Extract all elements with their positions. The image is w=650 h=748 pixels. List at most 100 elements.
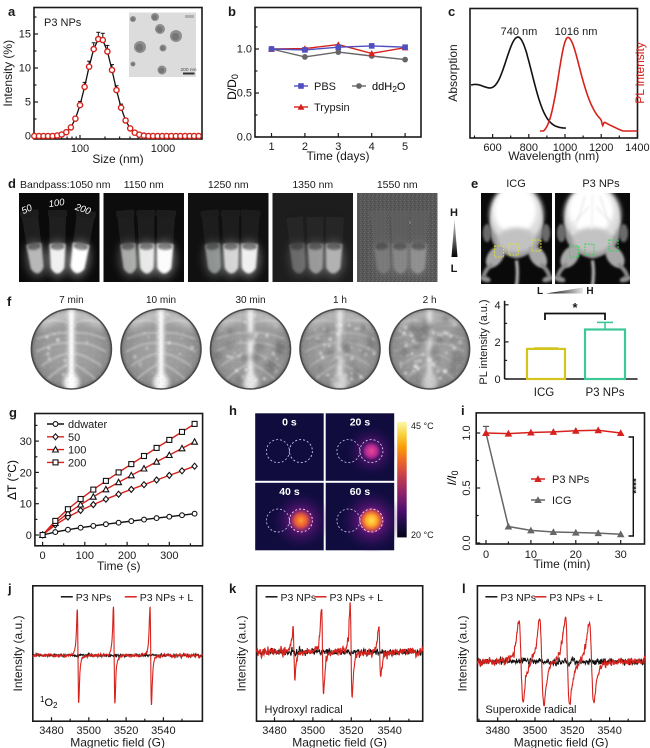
svg-text:300: 300 xyxy=(160,550,178,562)
svg-text:10: 10 xyxy=(525,549,537,561)
svg-text:P3 NPs + L: P3 NPs + L xyxy=(140,592,194,604)
svg-text:1 h: 1 h xyxy=(333,295,347,306)
svg-text:Magnetic field (G): Magnetic field (G) xyxy=(292,736,387,748)
svg-text:Intensity (a.u.): Intensity (a.u.) xyxy=(235,615,249,691)
svg-text:i: i xyxy=(461,403,465,418)
svg-text:100: 100 xyxy=(68,445,86,457)
svg-text:k: k xyxy=(229,581,237,596)
svg-text:ICG: ICG xyxy=(506,178,526,190)
svg-text:3540: 3540 xyxy=(151,725,175,737)
svg-text:PL intensity: PL intensity xyxy=(633,42,647,104)
svg-text:Bandpass:1050 nm: Bandpass:1050 nm xyxy=(20,179,111,191)
svg-text:4: 4 xyxy=(494,300,500,312)
svg-text:740 nm: 740 nm xyxy=(501,26,538,38)
svg-text:200: 200 xyxy=(68,457,86,469)
svg-text:1000: 1000 xyxy=(151,143,175,155)
svg-text:L: L xyxy=(537,286,543,297)
svg-text:a: a xyxy=(8,4,16,19)
svg-text:L: L xyxy=(451,263,458,275)
svg-text:0: 0 xyxy=(494,374,500,386)
svg-text:P3 NPs: P3 NPs xyxy=(586,387,625,399)
svg-text:P3 NPs + L: P3 NPs + L xyxy=(330,592,384,604)
svg-text:20: 20 xyxy=(20,467,32,479)
svg-text:3500: 3500 xyxy=(301,725,325,737)
svg-text:P3 NPs: P3 NPs xyxy=(582,178,620,190)
svg-text:ddH2O: ddH2O xyxy=(372,81,406,94)
svg-text:c: c xyxy=(448,4,455,19)
svg-text:50: 50 xyxy=(20,202,35,217)
svg-text:0: 0 xyxy=(26,530,32,542)
svg-text:0.5: 0.5 xyxy=(237,88,252,100)
svg-text:1.0: 1.0 xyxy=(237,44,252,56)
svg-text:Absorption: Absorption xyxy=(446,44,460,101)
svg-text:15: 15 xyxy=(19,29,31,41)
svg-text:3520: 3520 xyxy=(560,725,584,737)
svg-text:Time (min): Time (min) xyxy=(534,557,591,571)
svg-text:4: 4 xyxy=(369,141,375,153)
svg-text:3540: 3540 xyxy=(597,725,621,737)
svg-text:Wavelength (nm): Wavelength (nm) xyxy=(508,149,599,163)
svg-text:100: 100 xyxy=(48,197,66,210)
svg-text:0.5: 0.5 xyxy=(461,480,473,495)
svg-text:1: 1 xyxy=(268,141,274,153)
svg-text:20: 20 xyxy=(570,549,582,561)
svg-text:7 min: 7 min xyxy=(59,295,83,306)
svg-text:1150 nm: 1150 nm xyxy=(124,179,164,191)
svg-text:1000: 1000 xyxy=(553,142,577,154)
svg-text:Hydroxyl radical: Hydroxyl radical xyxy=(265,704,343,716)
svg-text:1.0: 1.0 xyxy=(461,425,473,440)
svg-text:ΔT (°C): ΔT (°C) xyxy=(5,460,19,500)
svg-text:3520: 3520 xyxy=(114,725,138,737)
svg-text:ddwater: ddwater xyxy=(68,419,107,431)
svg-text:1016 nm: 1016 nm xyxy=(555,26,598,38)
svg-text:Size (nm): Size (nm) xyxy=(92,152,143,166)
svg-text:200 nm: 200 nm xyxy=(181,67,197,73)
svg-text:P3 NPs: P3 NPs xyxy=(44,17,82,29)
svg-text:2: 2 xyxy=(494,337,500,349)
svg-text:30 min: 30 min xyxy=(235,295,265,306)
svg-text:0: 0 xyxy=(483,549,489,561)
svg-text:d: d xyxy=(8,176,16,191)
svg-text:PL intensity (a.u.): PL intensity (a.u.) xyxy=(478,299,490,384)
svg-text:j: j xyxy=(7,581,12,596)
svg-text:100: 100 xyxy=(76,550,94,562)
svg-text:5: 5 xyxy=(402,141,408,153)
svg-text:ICG: ICG xyxy=(552,495,572,507)
svg-text:Intensity (%): Intensity (%) xyxy=(1,40,15,107)
svg-text:100: 100 xyxy=(71,143,89,155)
svg-text:5: 5 xyxy=(25,97,31,109)
svg-text:H: H xyxy=(586,286,593,297)
svg-text:800: 800 xyxy=(520,142,538,154)
svg-text:60 s: 60 s xyxy=(350,486,371,498)
svg-text:2: 2 xyxy=(302,141,308,153)
svg-text:e: e xyxy=(471,176,478,191)
svg-text:1200: 1200 xyxy=(589,142,613,154)
svg-text:Magnetic field (G): Magnetic field (G) xyxy=(70,736,165,748)
svg-text:0: 0 xyxy=(40,550,46,562)
svg-text:3480: 3480 xyxy=(39,725,63,737)
svg-text:45 °C: 45 °C xyxy=(411,421,434,431)
svg-text:50: 50 xyxy=(68,432,80,444)
svg-text:1350 nm: 1350 nm xyxy=(292,179,333,191)
svg-text:0 s: 0 s xyxy=(282,416,297,428)
svg-text:Magnetic field (G): Magnetic field (G) xyxy=(514,736,609,748)
svg-text:Time (s): Time (s) xyxy=(97,559,141,573)
svg-text:2 h: 2 h xyxy=(423,295,437,306)
svg-text:Superoxide radical: Superoxide radical xyxy=(485,704,576,716)
svg-text:b: b xyxy=(228,4,236,19)
svg-text:H: H xyxy=(450,207,458,219)
svg-text:3500: 3500 xyxy=(523,725,547,737)
svg-text:20 s: 20 s xyxy=(350,416,371,428)
svg-text:0.0: 0.0 xyxy=(237,132,252,144)
svg-text:1O2: 1O2 xyxy=(40,695,58,710)
svg-text:1400: 1400 xyxy=(625,142,649,154)
svg-text:30: 30 xyxy=(615,549,627,561)
svg-text:3540: 3540 xyxy=(377,725,401,737)
svg-text:P3 NPs: P3 NPs xyxy=(76,592,112,604)
svg-text:1550 nm: 1550 nm xyxy=(377,179,418,191)
svg-text:h: h xyxy=(229,403,237,418)
svg-text:600: 600 xyxy=(483,142,501,154)
svg-text:10: 10 xyxy=(20,499,32,511)
svg-text:*: * xyxy=(572,300,578,315)
svg-text:f: f xyxy=(7,294,12,309)
